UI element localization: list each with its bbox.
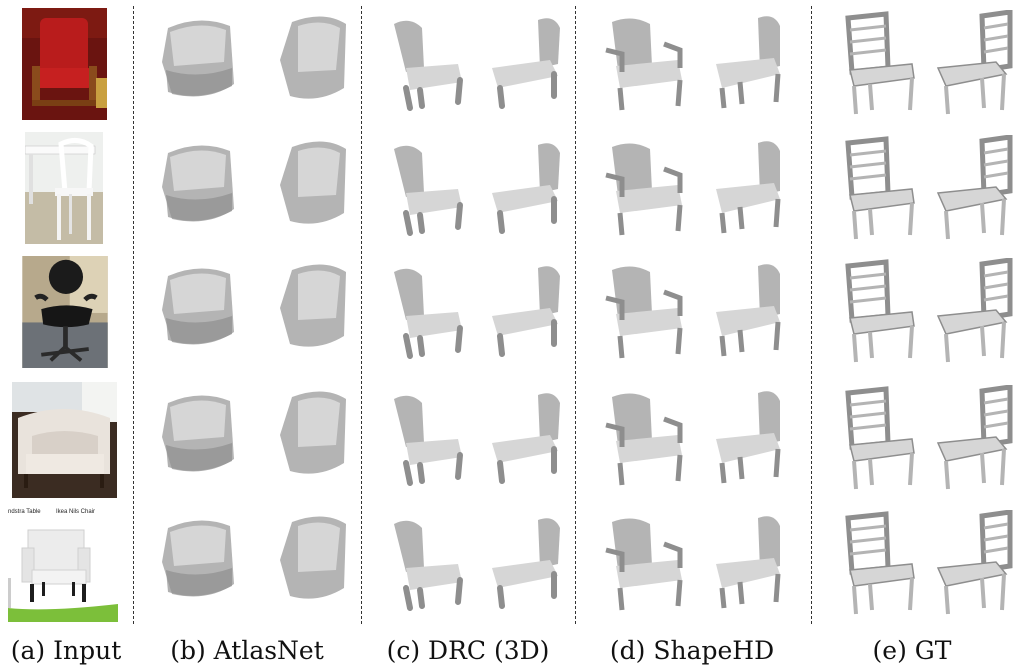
gt-mesh-render [826,385,926,497]
gt-mesh-render [926,10,1016,122]
separator-line [361,6,362,624]
atlasnet-mesh-render [262,135,362,247]
atlasnet-mesh-render [262,510,362,622]
shapehd-mesh-render [592,135,692,247]
separator-line [575,6,576,624]
drc-mesh-render [376,510,476,622]
gt-mesh-render [826,510,926,622]
atlasnet-mesh-render [148,135,248,247]
shapehd-mesh-render [700,10,800,122]
input-photo-right-text: Ikea Nils Chair [56,509,96,515]
atlasnet-mesh-render [262,10,362,122]
drc-mesh-render [376,10,476,122]
gt-mesh-render [926,135,1016,247]
drc-mesh-render [478,10,578,122]
input-photo-nils-chair: ndstra Table Ikea Nils Chair [8,508,118,622]
separator-line [133,6,134,624]
gt-mesh-render [926,510,1016,622]
caption-shapehd: (d) ShapeHD [609,636,775,665]
shapehd-mesh-render [700,258,800,370]
caption-drc: (c) DRC (3D) [386,636,550,665]
drc-mesh-render [478,510,578,622]
gt-mesh-render [926,385,1016,497]
atlasnet-mesh-render [262,385,362,497]
shapehd-mesh-render [592,10,692,122]
shapehd-mesh-render [700,385,800,497]
input-photo-office-chair [20,256,110,368]
separator-line [811,6,812,624]
drc-mesh-render [376,135,476,247]
drc-mesh-render [376,385,476,497]
gt-mesh-render [826,135,926,247]
drc-mesh-render [478,385,578,497]
drc-mesh-render [478,258,578,370]
input-photo-left-text: ndstra Table [8,509,41,515]
drc-mesh-render [376,258,476,370]
caption-atlasnet: (b) AtlasNet [170,636,324,665]
caption-input: (a) Input [10,636,122,665]
drc-mesh-render [478,135,578,247]
atlasnet-mesh-render [148,385,248,497]
shapehd-mesh-render [592,258,692,370]
caption-gt: (e) GT [872,636,952,665]
gt-mesh-render [826,10,926,122]
atlasnet-mesh-render [148,510,248,622]
atlasnet-mesh-render [262,258,362,370]
gt-mesh-render [926,258,1016,370]
shapehd-mesh-render [700,510,800,622]
shapehd-mesh-render [700,135,800,247]
shapehd-mesh-render [592,510,692,622]
input-photo-red-armchair [22,8,107,120]
input-photo-white-chair [25,132,103,244]
shapehd-mesh-render [592,385,692,497]
atlasnet-mesh-render [148,10,248,122]
atlasnet-mesh-render [148,258,248,370]
input-photo-white-tub-chair [12,382,117,498]
gt-mesh-render [826,258,926,370]
